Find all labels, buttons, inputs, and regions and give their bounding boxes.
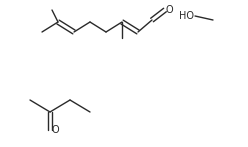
Text: HO: HO	[179, 11, 194, 21]
Text: O: O	[51, 125, 59, 135]
Text: O: O	[166, 5, 174, 15]
